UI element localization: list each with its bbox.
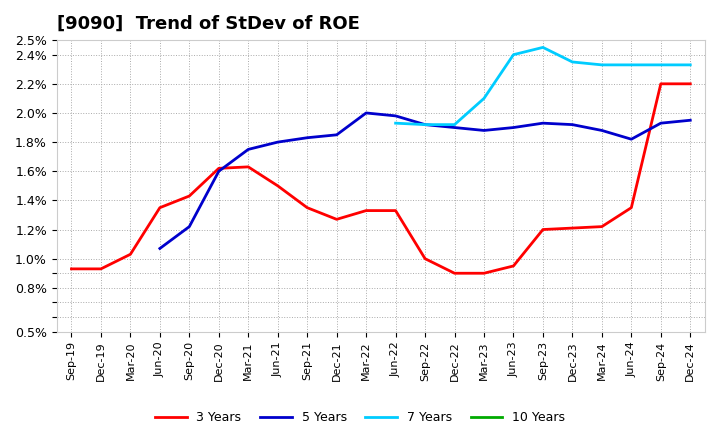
Line: 5 Years: 5 Years: [160, 113, 690, 249]
3 Years: [480, 271, 488, 276]
5 Years: [274, 139, 282, 145]
7 Years: [450, 122, 459, 127]
5 Years: [686, 117, 695, 123]
7 Years: [420, 122, 429, 127]
3 Years: [450, 271, 459, 276]
7 Years: [509, 52, 518, 57]
5 Years: [156, 246, 164, 251]
5 Years: [568, 122, 577, 127]
3 Years: [244, 164, 253, 169]
5 Years: [333, 132, 341, 137]
3 Years: [215, 166, 223, 171]
7 Years: [627, 62, 636, 67]
3 Years: [274, 183, 282, 188]
5 Years: [303, 135, 312, 140]
5 Years: [627, 136, 636, 142]
7 Years: [686, 62, 695, 67]
5 Years: [509, 125, 518, 130]
5 Years: [480, 128, 488, 133]
7 Years: [539, 45, 547, 50]
3 Years: [391, 208, 400, 213]
7 Years: [480, 96, 488, 101]
5 Years: [362, 110, 371, 116]
3 Years: [67, 266, 76, 271]
3 Years: [185, 193, 194, 198]
3 Years: [627, 205, 636, 210]
Line: 7 Years: 7 Years: [395, 48, 690, 125]
5 Years: [598, 128, 606, 133]
3 Years: [420, 256, 429, 261]
7 Years: [568, 59, 577, 65]
Legend: 3 Years, 5 Years, 7 Years, 10 Years: 3 Years, 5 Years, 7 Years, 10 Years: [150, 407, 570, 429]
3 Years: [126, 252, 135, 257]
3 Years: [686, 81, 695, 87]
3 Years: [539, 227, 547, 232]
5 Years: [185, 224, 194, 229]
5 Years: [657, 121, 665, 126]
Line: 3 Years: 3 Years: [71, 84, 690, 273]
3 Years: [362, 208, 371, 213]
3 Years: [509, 263, 518, 268]
5 Years: [539, 121, 547, 126]
7 Years: [598, 62, 606, 67]
5 Years: [420, 122, 429, 127]
7 Years: [391, 121, 400, 126]
5 Years: [215, 169, 223, 174]
Text: [9090]  Trend of StDev of ROE: [9090] Trend of StDev of ROE: [57, 15, 359, 33]
5 Years: [391, 113, 400, 118]
7 Years: [657, 62, 665, 67]
3 Years: [657, 81, 665, 87]
3 Years: [598, 224, 606, 229]
3 Years: [333, 216, 341, 222]
5 Years: [244, 147, 253, 152]
5 Years: [450, 125, 459, 130]
3 Years: [156, 205, 164, 210]
3 Years: [96, 266, 105, 271]
3 Years: [303, 205, 312, 210]
3 Years: [568, 225, 577, 231]
